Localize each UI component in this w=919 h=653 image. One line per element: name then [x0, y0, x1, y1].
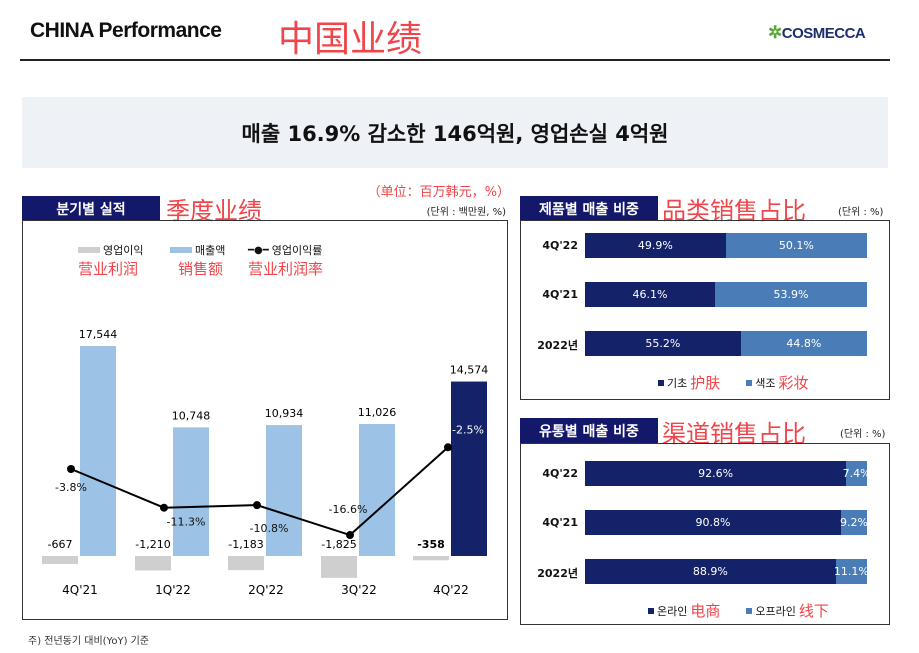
row-label: 2022년	[537, 567, 578, 580]
profit-label: -1,825	[321, 538, 356, 551]
row-label: 2022년	[537, 339, 578, 352]
margin-label: -10.8%	[250, 522, 289, 535]
bar-segment-a: 90.8%	[585, 510, 842, 535]
headline-banner: 매출 16.9% 감소한 146억원, 영업손실 4억원	[22, 97, 888, 168]
margin-point	[346, 531, 354, 540]
sales-label: 14,574	[450, 364, 489, 377]
margin-point	[253, 501, 261, 510]
legend-swatch	[170, 247, 192, 253]
page-title: CHINA Performance	[30, 19, 222, 42]
product-panel	[520, 220, 890, 400]
row-label: 4Q'22	[542, 239, 578, 252]
unit-label: (단위 : 백만원, %)	[426, 207, 506, 218]
stacked-bar: 55.2% 44.8%	[585, 331, 867, 356]
product-legend: 기초 护肤 색조 彩妆	[658, 372, 809, 393]
bar-segment-b: 53.9%	[715, 282, 867, 307]
profit-bar	[42, 556, 78, 564]
bar-segment-b: 7.4%	[843, 461, 871, 486]
margin-label: -11.3%	[167, 516, 206, 529]
footnote: 주) 전년동기 대비(YoY) 기준	[28, 636, 150, 647]
bar-segment-b: 44.8%	[740, 331, 867, 356]
bar-segment-a: 92.6%	[585, 461, 847, 486]
legend-swatch	[78, 247, 100, 253]
quarterly-tab: 분기별 실적	[22, 196, 160, 221]
sales-label: 17,544	[79, 328, 118, 341]
profit-bar	[413, 556, 449, 561]
stacked-bar: 88.9% 11.1%	[585, 559, 869, 584]
page-title-cn: 中国业绩	[278, 19, 423, 60]
margin-point	[67, 465, 75, 473]
category-label: 3Q'22	[341, 583, 377, 597]
line-dot-icon: ━●━	[248, 244, 269, 256]
stacked-bar: 92.6% 7.4%	[585, 461, 871, 486]
product-unit: (단위 : %)	[838, 207, 884, 218]
channel-legend: 온라인 电商 오프라인 线下	[648, 600, 829, 621]
bar-segment-a: 49.9%	[585, 233, 726, 258]
stacked-bar: 49.9% 50.1%	[585, 233, 867, 258]
row-label: 4Q'21	[542, 516, 578, 529]
profit-bar	[321, 556, 357, 578]
sales-label: 10,934	[265, 407, 304, 420]
bar-segment-b: 11.1%	[834, 559, 869, 584]
sales-label: 11,026	[358, 406, 397, 419]
leaf-icon: ✲	[768, 23, 782, 42]
bar-segment-b: 50.1%	[725, 233, 867, 258]
sales-bar	[266, 425, 302, 556]
bar-segment-a: 46.1%	[585, 282, 715, 307]
margin-label: -3.8%	[55, 481, 87, 494]
legend-sales: 매출액 销售额	[170, 242, 225, 279]
unit-cn: （单位：百万韩元，%）	[367, 185, 510, 200]
margin-point	[160, 503, 168, 512]
profit-label: -667	[48, 538, 73, 551]
category-label: 1Q'22	[155, 583, 191, 597]
bar-segment-a: 55.2%	[585, 331, 741, 356]
profit-label: -1,183	[228, 538, 263, 551]
quarterly-panel	[22, 220, 508, 620]
legend-margin: ━●━ 영업이익률 营业利润率	[248, 244, 324, 278]
sales-bar	[359, 424, 395, 556]
category-label: 2Q'22	[248, 583, 284, 597]
stacked-bar: 46.1% 53.9%	[585, 282, 867, 307]
margin-label: -2.5%	[452, 423, 484, 436]
product-tab: 제품별 매출 비중	[520, 196, 658, 221]
channel-unit: (단위 : %)	[840, 429, 886, 440]
profit-bar	[228, 556, 264, 571]
logo: ✲COSMECCA	[768, 23, 866, 42]
channel-tab: 유통별 매출 비중	[520, 418, 658, 443]
profit-label: -1,210	[135, 538, 170, 551]
margin-label: -16.6%	[329, 503, 368, 516]
sales-label: 10,748	[172, 409, 211, 422]
sales-bar	[173, 427, 209, 556]
profit-bar	[135, 556, 171, 571]
profit-label: -358	[417, 538, 445, 551]
stacked-bar: 90.8% 9.2%	[585, 510, 868, 535]
divider	[20, 59, 890, 61]
sales-bar	[451, 381, 487, 556]
row-label: 4Q'22	[542, 467, 578, 480]
bar-segment-a: 88.9%	[585, 559, 836, 584]
sales-bar	[80, 346, 116, 556]
bar-segment-b: 9.2%	[840, 510, 868, 535]
category-label: 4Q'21	[62, 583, 98, 597]
margin-point	[444, 443, 452, 452]
row-label: 4Q'21	[542, 288, 578, 301]
legend-profit: 영업이익 营业利润	[78, 244, 144, 278]
channel-panel	[520, 443, 890, 625]
category-label: 4Q'22	[433, 583, 469, 597]
